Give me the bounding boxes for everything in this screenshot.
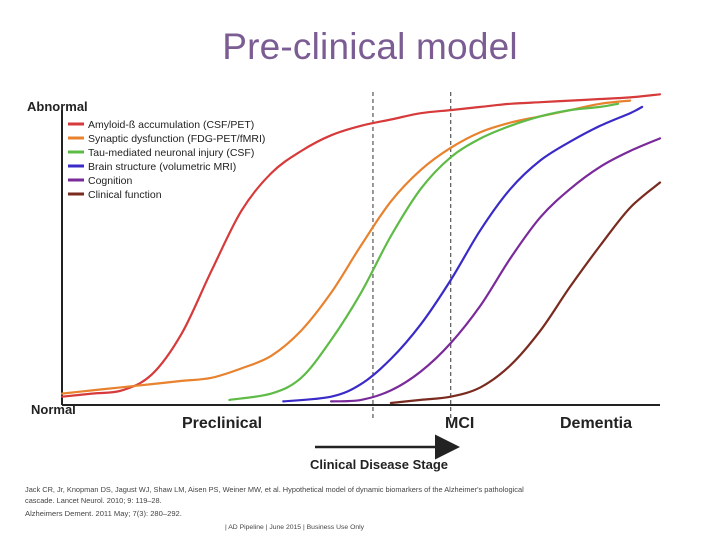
legend-label-4: Brain structure (volumetric MRI): [88, 161, 236, 173]
stage-label-preclinical: Preclinical: [182, 415, 262, 432]
legend-label-5: Cognition: [88, 175, 133, 187]
stage-label-mci: MCI: [445, 415, 474, 432]
legend-label-3: Tau-mediated neuronal injury (CSF): [88, 147, 254, 159]
citation-line-3: Alzheimers Dement. 2011 May; 7(3): 280–2…: [25, 509, 182, 518]
series-line-1: [60, 93, 662, 398]
legend-label-6: Clinical function: [88, 189, 162, 201]
series-line-5: [330, 137, 662, 403]
slide-title: Pre-clinical model: [222, 26, 518, 67]
citation-line-1: Jack CR, Jr, Knopman DS, Jagust WJ, Shaw…: [25, 485, 524, 494]
stage-label-dementia: Dementia: [560, 415, 632, 432]
series-line-4: [282, 105, 644, 403]
y-label-bottom: Normal: [31, 402, 76, 417]
slide-footer: | AD Pipeline | June 2015 | Business Use…: [225, 524, 365, 531]
x-axis-label: Clinical Disease Stage: [310, 457, 448, 472]
legend-label-2: Synaptic dysfunction (FDG-PET/fMRI): [88, 133, 265, 145]
series-line-3: [228, 102, 620, 401]
y-label-top: Abnormal: [27, 99, 88, 114]
series-line-6: [389, 181, 662, 405]
citation-line-2: cascade. Lancet Neurol. 2010; 9: 119–28.: [25, 496, 162, 505]
legend-label-1: Amyloid-ß accumulation (CSF/PET): [88, 119, 254, 131]
